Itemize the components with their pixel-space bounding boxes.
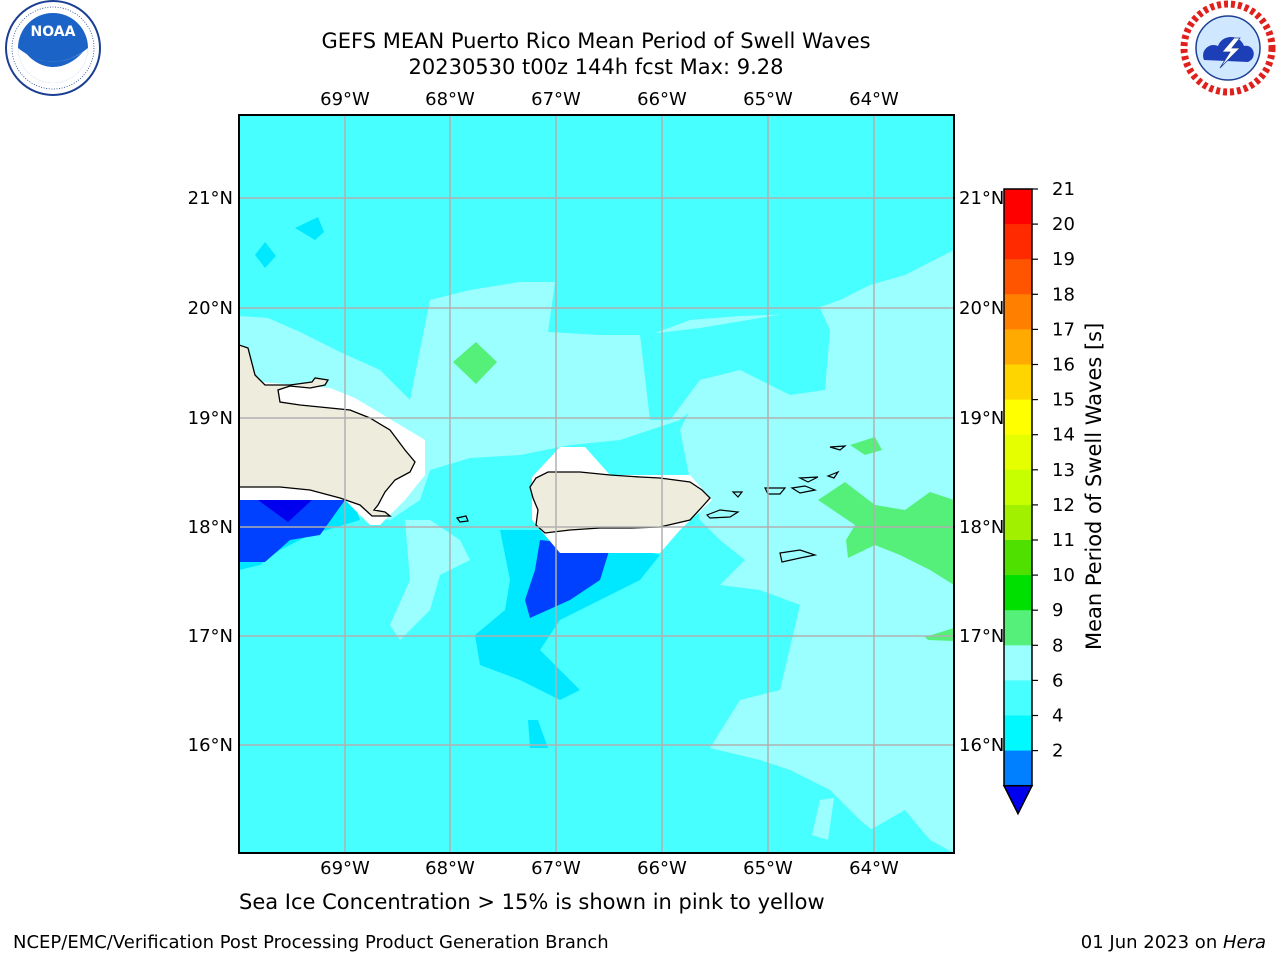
colorbar-segment	[1004, 540, 1032, 576]
colorbar-tick-label: 19	[1052, 249, 1075, 270]
lon-label: 66°W	[637, 858, 687, 879]
colorbar: 21 20 19 18 17 16 15 14 13 12 11 10 9 8 6 4 2	[1002, 179, 1075, 816]
colorbar-tick-label: 21	[1052, 179, 1075, 200]
contour-4-6-nw2	[255, 242, 276, 268]
colorbar-segment	[1004, 434, 1032, 471]
lon-labels-top: 69°W 68°W 67°W 66°W 65°W 64°W	[320, 89, 899, 110]
swell-period-field	[239, 115, 954, 853]
lat-labels-right: 21°N 20°N 19°N 18°N 17°N 16°N	[959, 188, 1004, 756]
colorbar-segment	[1004, 715, 1032, 752]
colorbar-tick-label: 4	[1052, 706, 1063, 727]
contour-2-4-west	[239, 500, 345, 562]
lat-label: 19°N	[188, 408, 233, 429]
colorbar-segment	[1004, 259, 1032, 295]
contour-6-8-south	[840, 810, 954, 853]
colorbar-tick-label: 12	[1052, 495, 1075, 516]
colorbar-segment	[1004, 680, 1032, 716]
lat-label: 20°N	[188, 298, 233, 319]
footer-date: 01 Jun 2023 on Hera	[1081, 932, 1266, 953]
contour-4-6-nw1	[295, 217, 324, 240]
contour-2-4-prsouth	[525, 540, 610, 618]
colorbar-tick-label: 11	[1052, 530, 1075, 551]
lat-label: 21°N	[959, 188, 1004, 209]
map-gridlines	[239, 115, 954, 853]
colorbar-tick-label: 18	[1052, 284, 1075, 305]
lat-label: 20°N	[959, 298, 1004, 319]
small-islands	[455, 445, 847, 563]
colorbar-under-arrow	[1002, 784, 1034, 816]
footer-host: Hera	[1222, 932, 1266, 953]
colorbar-tick-label: 14	[1052, 425, 1075, 446]
lon-label: 69°W	[320, 858, 370, 879]
contour-9-10-east	[818, 482, 954, 585]
lat-label: 16°N	[188, 735, 233, 756]
colorbar-segment	[1004, 329, 1032, 365]
chart-title: GEFS MEAN Puerto Rico Mean Period of Swe…	[321, 29, 871, 53]
contour-9-10-north	[453, 342, 497, 384]
lat-label: 16°N	[959, 735, 1004, 756]
map-frame	[238, 114, 955, 854]
lat-label: 19°N	[959, 408, 1004, 429]
lon-label: 64°W	[849, 858, 899, 879]
nws-logo-icon	[1180, 0, 1276, 96]
colorbar-title: Mean Period of Swell Waves [s]	[1082, 322, 1106, 650]
colorbar-segment	[1004, 399, 1032, 436]
footer-credit: NCEP/EMC/Verification Post Processing Pr…	[13, 932, 609, 953]
lon-label: 65°W	[743, 858, 793, 879]
colorbar-tick-label: 10	[1052, 565, 1075, 586]
colorbar-tick-label: 13	[1052, 460, 1075, 481]
lat-label: 17°N	[188, 626, 233, 647]
colorbar-tick-label: 16	[1052, 355, 1075, 376]
lat-label: 18°N	[959, 517, 1004, 538]
colorbar-tick-label: 17	[1052, 319, 1075, 340]
lon-label: 68°W	[425, 89, 475, 110]
colorbar-segment	[1004, 469, 1032, 506]
footer-date-text: 01 Jun 2023 on	[1080, 932, 1223, 953]
colorbar-tick-label: 20	[1052, 214, 1075, 235]
lon-label: 68°W	[425, 858, 475, 879]
contour-under-2	[258, 500, 312, 522]
noaa-logo-text: NOAA	[31, 24, 76, 40]
contour-6-8-north	[640, 308, 830, 420]
lon-labels-bottom: 69°W 68°W 67°W 66°W 65°W 64°W	[320, 858, 899, 879]
land-hispaniola	[239, 344, 416, 517]
lon-label: 69°W	[320, 89, 370, 110]
lon-label: 67°W	[531, 858, 581, 879]
lat-label: 21°N	[188, 188, 233, 209]
contour-6-8-east	[680, 540, 745, 585]
contour-4-6-central	[475, 530, 660, 700]
colorbar-segment	[1004, 364, 1032, 401]
lat-labels-left: 21°N 20°N 19°N 18°N 17°N 16°N	[188, 188, 233, 756]
lat-label: 18°N	[188, 517, 233, 538]
contour-9-10-edge	[925, 628, 954, 641]
colorbar-tick-label: 9	[1052, 600, 1063, 621]
colorbar-tick-label: 6	[1052, 670, 1063, 691]
lat-label: 17°N	[959, 626, 1004, 647]
colorbar-tick-label: 15	[1052, 390, 1075, 411]
colorbar-segment	[1004, 504, 1032, 541]
chart-subtitle: 20230530 t00z 144h fcst Max: 9.28	[408, 55, 784, 79]
colorbar-segment	[1004, 610, 1032, 646]
sea-ice-note: Sea Ice Concentration > 15% is shown in …	[239, 890, 825, 914]
colorbar-segment	[1004, 575, 1032, 611]
colorbar-tick-label: 8	[1052, 635, 1063, 656]
colorbar-segment	[1004, 645, 1032, 681]
contour-8-9-spot	[812, 798, 834, 840]
lon-label: 67°W	[531, 89, 581, 110]
colorbar-segment	[1004, 189, 1032, 225]
colorbar-frame	[1003, 188, 1033, 787]
contour-4-6-spot	[528, 720, 548, 748]
lon-label: 65°W	[743, 89, 793, 110]
contour-8-9-central	[239, 250, 954, 853]
lon-label: 64°W	[849, 89, 899, 110]
lon-label: 66°W	[637, 89, 687, 110]
colorbar-segment	[1004, 224, 1032, 260]
noaa-logo-icon: NOAA	[5, 0, 101, 96]
colorbar-tick-label: 2	[1052, 741, 1063, 762]
colorbar-segment	[1004, 294, 1032, 330]
colorbar-segment	[1004, 750, 1032, 787]
